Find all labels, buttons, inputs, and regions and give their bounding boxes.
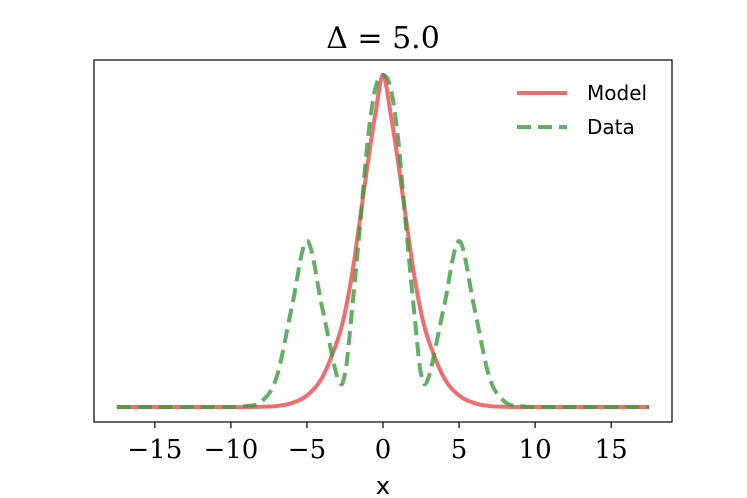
x-tick-label: −5 — [288, 435, 326, 465]
plot-frame — [93, 59, 673, 423]
x-tick-label: −15 — [127, 435, 182, 465]
x-axis-label: x — [376, 472, 390, 498]
series-lines — [116, 72, 650, 410]
x-axis-ticks: −15 −10 −5 0 5 10 15 — [127, 422, 628, 465]
x-tick-label: 15 — [595, 435, 628, 465]
legend-label-data: Data — [587, 115, 635, 139]
x-tick-label: 10 — [519, 435, 552, 465]
legend-label-model: Model — [587, 81, 647, 105]
legend: Model Data — [517, 81, 647, 139]
x-tick-label: 5 — [451, 435, 468, 465]
chart-title: Δ = 5.0 — [326, 21, 440, 56]
series-line-model — [116, 72, 650, 410]
series-line-data — [116, 72, 650, 410]
x-tick-label: −10 — [203, 435, 258, 465]
x-tick-label: 0 — [375, 435, 392, 465]
